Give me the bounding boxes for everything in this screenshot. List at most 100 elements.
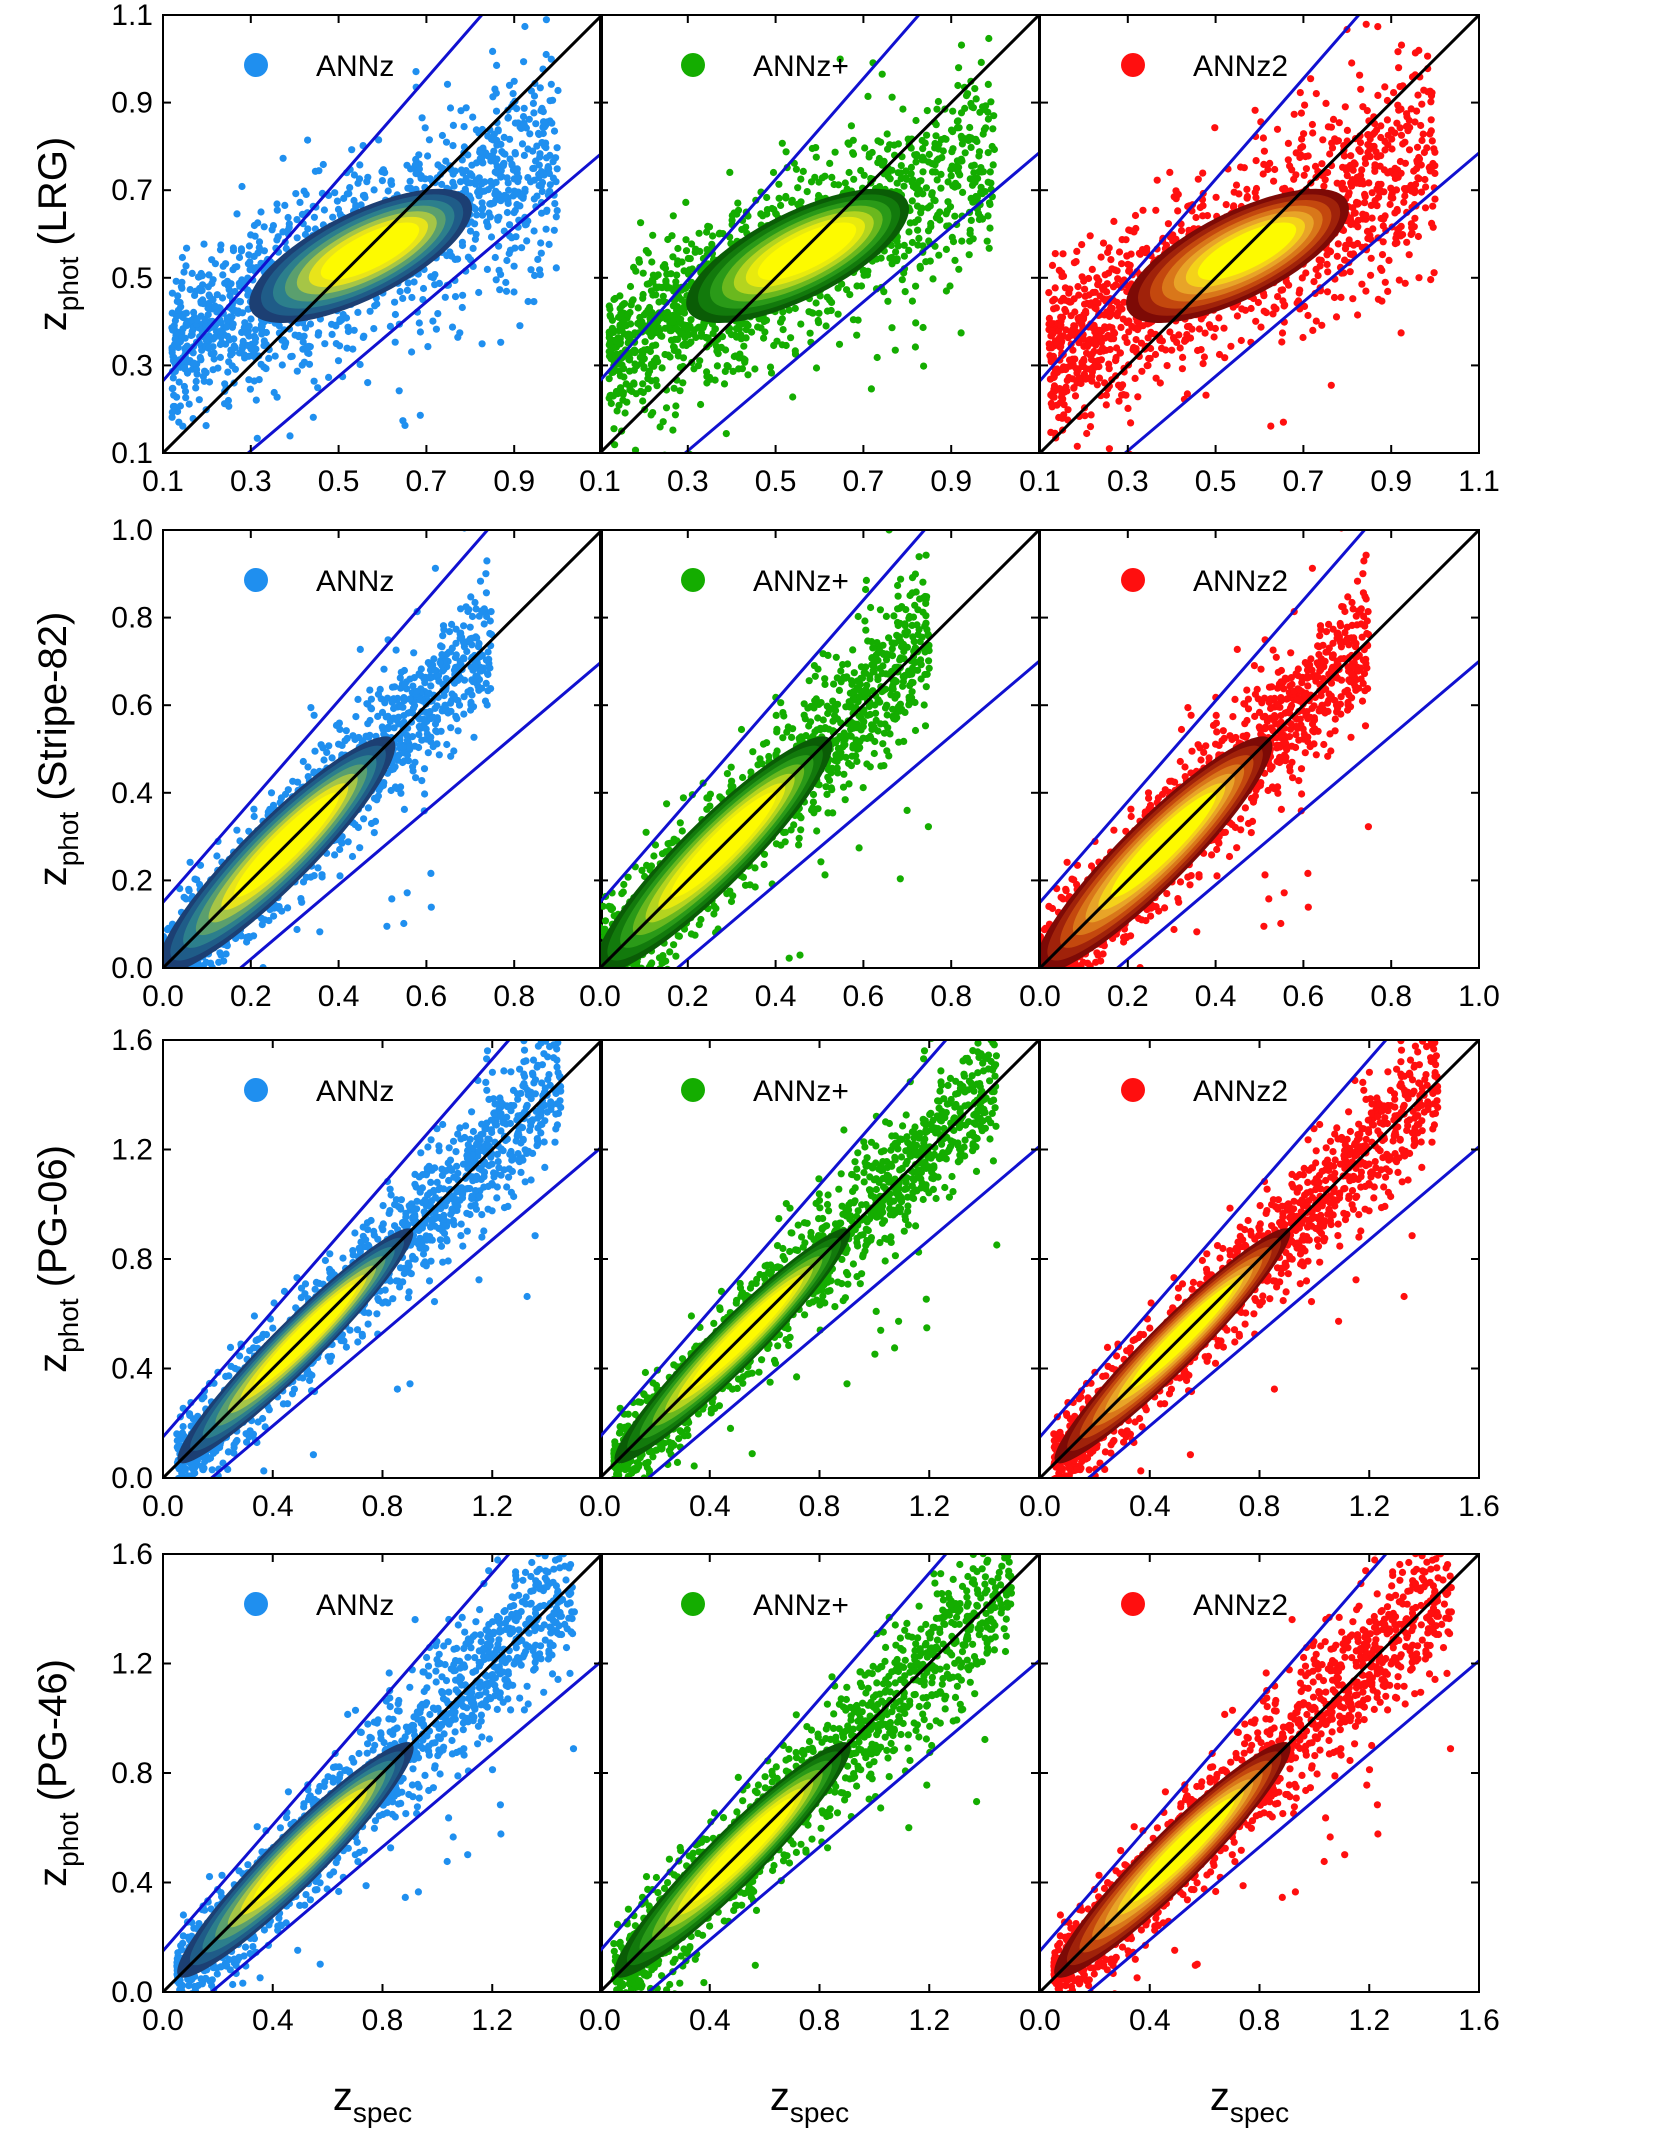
scatter-point <box>1390 89 1398 97</box>
scatter-point <box>1397 131 1406 139</box>
scatter-point <box>687 316 695 324</box>
scatter-point <box>692 333 700 342</box>
scatter-point <box>190 359 198 367</box>
scatter-point <box>695 229 703 237</box>
scatter-point <box>1047 355 1055 363</box>
scatter-point <box>164 969 171 976</box>
scatter-point <box>245 242 253 250</box>
scatter-point <box>1368 189 1376 197</box>
scatter-point <box>1361 193 1369 201</box>
scatter-point <box>451 293 460 301</box>
scatter-point <box>955 265 963 273</box>
scatter-point <box>1070 322 1078 330</box>
scatter-point <box>1401 279 1409 287</box>
scatter-point <box>779 326 787 334</box>
scatter-point <box>1403 238 1411 246</box>
scatter-point <box>770 205 778 214</box>
scatter-point <box>1147 344 1155 353</box>
scatter-point <box>883 130 891 138</box>
scatter-point <box>912 319 920 327</box>
scatter-point <box>503 256 511 265</box>
scatter-point <box>1199 212 1207 220</box>
scatter-point <box>441 293 449 301</box>
scatter-point <box>1418 100 1426 108</box>
scatter-point <box>769 168 778 177</box>
scatter-point <box>216 340 224 349</box>
scatter-point <box>532 120 540 128</box>
scatter-point <box>1371 161 1379 169</box>
scatter-point <box>496 286 504 294</box>
scatter-point <box>892 248 900 256</box>
scatter-point <box>1415 274 1423 282</box>
scatter-point <box>304 349 312 357</box>
scatter-point <box>669 318 677 326</box>
scatter-point <box>273 206 281 214</box>
scatter-point <box>965 251 973 259</box>
scatter-point <box>356 161 364 169</box>
scatter-point <box>538 106 546 114</box>
scatter-point <box>682 341 691 350</box>
scatter-point <box>789 393 797 401</box>
scatter-point <box>1115 381 1123 389</box>
scatter-point <box>672 402 680 410</box>
scatter-point <box>1427 116 1435 124</box>
scatter-point <box>782 194 790 202</box>
scatter-point <box>331 851 339 859</box>
scatter-point <box>551 200 559 208</box>
scatter-point <box>735 320 743 328</box>
scatter-point <box>293 234 301 242</box>
scatter-point <box>1110 335 1118 343</box>
scatter-point <box>656 423 664 431</box>
scatter-point <box>1395 64 1403 72</box>
scatter-point <box>1114 275 1122 283</box>
scatter-point <box>966 226 974 234</box>
scatter-point <box>778 315 786 323</box>
scatter-point <box>613 407 621 415</box>
scatter-point <box>255 238 264 246</box>
scatter-point <box>967 143 975 151</box>
scatter-point <box>284 213 292 222</box>
scatter-point <box>615 401 623 409</box>
scatter-point <box>343 190 351 198</box>
scatter-point <box>1354 223 1362 231</box>
scatter-point <box>498 172 506 181</box>
scatter-point <box>668 232 676 240</box>
scatter-point <box>942 245 951 253</box>
scatter-point <box>1274 293 1282 301</box>
scatter-point <box>688 240 696 248</box>
scatter-point <box>1153 176 1161 184</box>
scatter-point <box>1183 491 1190 498</box>
scatter-point <box>1391 170 1399 179</box>
scatter-point <box>619 389 628 397</box>
scatter-point <box>957 109 966 117</box>
scatter-point <box>370 325 378 333</box>
scatter-point <box>192 384 200 392</box>
scatter-point <box>888 166 896 174</box>
scatter-point <box>328 330 336 338</box>
scatter-point <box>626 308 634 317</box>
scatter-point <box>538 187 546 196</box>
scatter-point <box>797 320 805 328</box>
scatter-point <box>1349 176 1357 184</box>
scatter-point <box>682 247 691 255</box>
scatter-point <box>370 186 378 194</box>
scatter-point <box>310 213 318 221</box>
scatter-point <box>518 244 526 252</box>
scatter-point <box>1381 137 1389 146</box>
scatter-point <box>193 366 201 374</box>
scatter-point <box>1047 399 1055 408</box>
scatter-point <box>893 257 901 265</box>
scatter-point <box>1097 253 1105 261</box>
scatter-point <box>1396 157 1404 166</box>
scatter-point <box>553 144 561 152</box>
scatter-point <box>1092 341 1100 349</box>
scatter-point <box>336 872 344 880</box>
scatter-point <box>787 334 795 342</box>
scatter-point <box>497 270 505 278</box>
scatter-point <box>669 426 677 434</box>
scatter-point <box>1262 309 1270 317</box>
legend-marker <box>1121 53 1145 77</box>
legend: ANNz+ <box>681 50 849 83</box>
scatter-point <box>949 128 957 136</box>
scatter-point <box>1237 336 1245 345</box>
